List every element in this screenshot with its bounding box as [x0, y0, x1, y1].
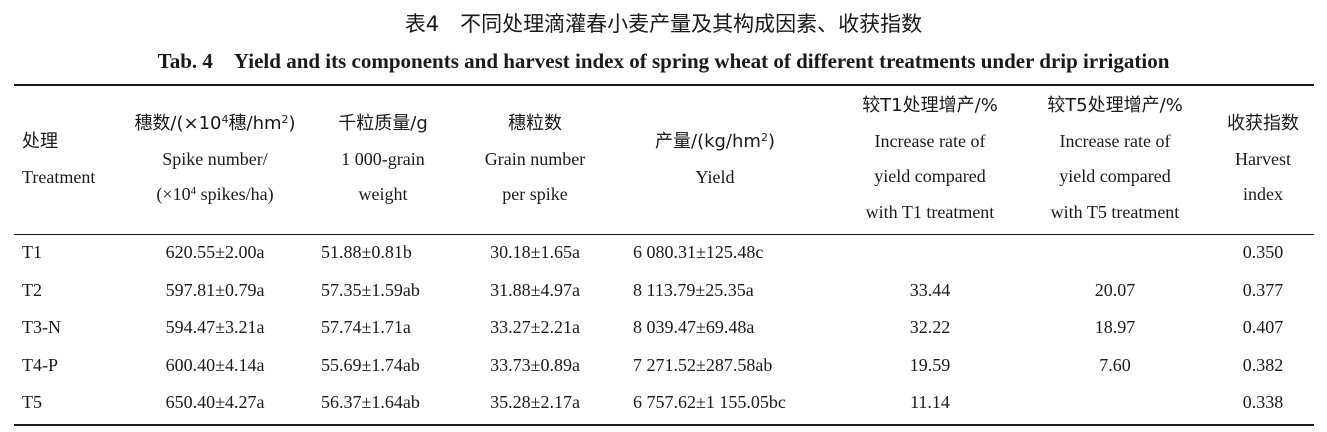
cell-spike: 650.40±4.27a	[165, 392, 265, 412]
header-treatment: 处理 Treatment	[22, 124, 95, 195]
cell-hi: 0.338	[1242, 392, 1284, 412]
cell-hi: 0.377	[1242, 280, 1284, 300]
cell-hi: 0.382	[1242, 355, 1284, 375]
table-top-rule	[14, 84, 1314, 86]
cell-inc-t5: 20.07	[1094, 280, 1136, 300]
header-1000-grain-weight: 千粒质量/g 1 000-grain weight	[313, 106, 453, 213]
header-inc-t5-cn: 较T5处理增产/%	[1047, 95, 1183, 116]
cell-yield: 6 757.62±1 155.05bc	[633, 392, 786, 412]
cell-kgw: 56.37±1.64ab	[321, 392, 420, 412]
header-kgw-en1: 1 000-grain	[341, 148, 425, 169]
cell-kgw: 57.74±1.71a	[321, 317, 411, 337]
cell-spike: 594.47±3.21a	[165, 317, 265, 337]
cell-treatment: T2	[22, 280, 42, 300]
header-yield: 产量/(kg/hm2) Yield	[630, 124, 800, 195]
cell-spike: 620.55±2.00a	[165, 242, 265, 262]
cell-grain: 31.88±4.97a	[490, 280, 580, 300]
cell-spike: 597.81±0.79a	[165, 280, 265, 300]
header-treatment-en: Treatment	[22, 166, 96, 187]
table-caption-en: Tab. 4 Yield and its components and harv…	[157, 49, 1170, 73]
cell-inc-t5: 7.60	[1099, 355, 1131, 375]
cell-treatment: T5	[22, 392, 42, 412]
header-spike-en2: (×104 spikes/ha)	[156, 184, 274, 204]
cell-spike: 600.40±4.14a	[165, 355, 265, 375]
cell-inc-t1: 11.14	[910, 392, 950, 412]
header-hi-en2: index	[1243, 184, 1283, 204]
header-increase-t5: 较T5处理增产/% Increase rate of yield compare…	[1025, 88, 1205, 230]
cell-treatment: T4-P	[22, 355, 58, 375]
header-grain-number: 穗粒数 Grain number per spike	[460, 106, 610, 213]
table-bottom-rule	[14, 424, 1314, 426]
cell-inc-t1: 33.44	[909, 280, 951, 300]
cell-kgw: 57.35±1.59ab	[321, 280, 420, 300]
cell-hi: 0.407	[1242, 317, 1284, 337]
header-grain-cn: 穗粒数	[508, 113, 562, 134]
cell-treatment: T3-N	[22, 317, 61, 337]
cell-kgw: 51.88±0.81b	[321, 242, 412, 262]
cell-yield: 8 113.79±25.35a	[633, 280, 754, 300]
cell-yield: 6 080.31±125.48c	[633, 242, 764, 262]
cell-grain: 35.28±2.17a	[490, 392, 580, 412]
header-increase-t1: 较T1处理增产/% Increase rate of yield compare…	[840, 88, 1020, 230]
cell-inc-t1: 19.59	[909, 355, 951, 375]
cell-kgw: 55.69±1.74ab	[321, 355, 420, 375]
header-inc-t5-en2: yield compared	[1059, 166, 1171, 186]
header-yield-cn: 产量/(kg/hm2)	[655, 131, 775, 152]
header-treatment-cn: 处理	[22, 131, 58, 152]
header-grain-en2: per spike	[502, 184, 568, 204]
header-hi-cn: 收获指数	[1227, 113, 1299, 134]
cell-grain: 30.18±1.65a	[490, 242, 580, 262]
cell-yield: 8 039.47±69.48a	[633, 317, 755, 337]
header-grain-en1: Grain number	[484, 148, 586, 169]
header-spike-cn: 穗数/(×104穗/hm2)	[134, 113, 296, 134]
cell-grain: 33.73±0.89a	[490, 355, 580, 375]
cell-inc-t5: 18.97	[1094, 317, 1136, 337]
cell-yield: 7 271.52±287.58ab	[633, 355, 773, 375]
header-harvest-index: 收获指数 Harvest index	[1208, 106, 1318, 213]
header-inc-t1-en3: with T1 treatment	[865, 201, 995, 222]
header-inc-t5-en1: Increase rate of	[1059, 130, 1171, 151]
header-inc-t5-en3: with T5 treatment	[1050, 201, 1180, 222]
table-caption-cn: 表4 不同处理滴灌春小麦产量及其构成因素、收获指数	[404, 12, 923, 36]
cell-hi: 0.350	[1242, 242, 1284, 262]
header-yield-en: Yield	[695, 166, 735, 187]
cell-inc-t1: 32.22	[909, 317, 951, 337]
cell-grain: 33.27±2.21a	[490, 317, 580, 337]
header-inc-t1-en1: Increase rate of	[874, 130, 986, 151]
cell-treatment: T1	[22, 242, 42, 262]
header-hi-en1: Harvest	[1235, 148, 1291, 169]
header-inc-t1-en2: yield compared	[874, 166, 986, 186]
header-kgw-en2: weight	[358, 184, 408, 204]
header-inc-t1-cn: 较T1处理增产/%	[862, 95, 998, 116]
header-kgw-cn: 千粒质量/g	[338, 113, 428, 134]
header-spike-number: 穗数/(×104穗/hm2) Spike number/ (×104 spike…	[110, 106, 320, 213]
header-spike-en1: Spike number/	[162, 148, 268, 169]
table-header-rule	[14, 234, 1314, 235]
